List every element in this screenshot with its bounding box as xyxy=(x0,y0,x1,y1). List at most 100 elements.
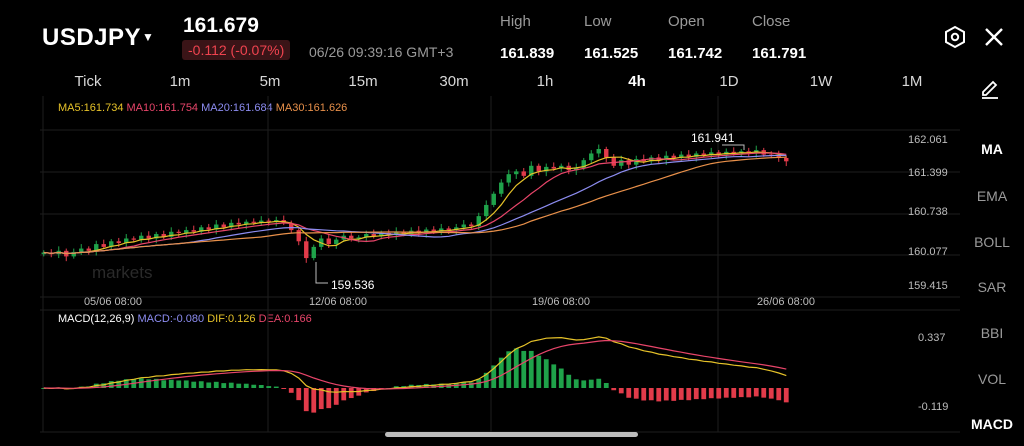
legend-ma30: MA30:161.626 xyxy=(275,102,348,114)
candle-body xyxy=(311,246,316,259)
macd-axis-label: -0.119 xyxy=(918,401,948,413)
open-label: Open xyxy=(668,13,705,30)
macd-histogram-bar xyxy=(191,381,197,388)
macd-histogram-bar xyxy=(303,388,309,412)
tab-15m[interactable]: 15m xyxy=(348,73,378,90)
tab-1mo[interactable]: 1M xyxy=(901,73,923,90)
macd-histogram-bar xyxy=(551,364,557,388)
close-icon[interactable] xyxy=(981,24,1007,50)
candle-body xyxy=(619,160,624,166)
high-annotation: 161.941 xyxy=(691,131,735,145)
price-change: -0.112 (-0.07%) xyxy=(182,40,291,60)
candle-body xyxy=(544,166,549,172)
symbol-dropdown-icon[interactable]: ▼ xyxy=(142,30,154,44)
macd-histogram-bar xyxy=(326,388,332,409)
macd-histogram-bar xyxy=(146,379,152,388)
tab-30m[interactable]: 30m xyxy=(439,73,469,90)
tab-1w[interactable]: 1W xyxy=(809,73,833,90)
tab-1h[interactable]: 1h xyxy=(536,73,554,90)
macd-histogram-bar xyxy=(641,388,647,401)
macd-histogram-bar xyxy=(236,383,242,388)
ma5-line xyxy=(43,151,787,255)
macd-histogram-bar xyxy=(41,388,47,389)
macd-histogram-bar xyxy=(273,386,279,388)
indicator-boll[interactable]: BOLL xyxy=(974,234,1010,250)
macd-histogram-bar xyxy=(183,380,189,388)
candle-body xyxy=(469,224,474,227)
candle-body xyxy=(776,155,781,158)
indicator-macd[interactable]: MACD xyxy=(971,416,1013,432)
tab-1m[interactable]: 1m xyxy=(169,73,191,90)
candle-body xyxy=(551,166,556,169)
macd-histogram-bar xyxy=(513,348,519,388)
indicator-ema[interactable]: EMA xyxy=(976,188,1008,204)
macd-histogram-bar xyxy=(483,372,489,388)
low-label: Low xyxy=(584,13,612,30)
candle-body xyxy=(229,222,234,228)
candle-body xyxy=(431,229,436,232)
macd-histogram-bar xyxy=(431,384,437,388)
macd-histogram-bar xyxy=(686,388,692,401)
legend-macd: MACD:-0.080 xyxy=(137,313,205,325)
candle-body xyxy=(379,232,384,237)
macd-histogram-bar xyxy=(341,388,347,401)
tab-1d[interactable]: 1D xyxy=(719,73,739,90)
tab-4h[interactable]: 4h xyxy=(628,73,646,90)
macd-histogram-bar xyxy=(558,368,564,388)
quote-time: 06/26 09:39:16 GMT+3 xyxy=(309,44,454,60)
candle-body xyxy=(686,154,691,157)
candle-body xyxy=(731,151,736,154)
macd-histogram-bar xyxy=(566,374,572,388)
tab-5m[interactable]: 5m xyxy=(259,73,281,90)
indicator-ma[interactable]: MA xyxy=(981,141,1003,157)
macd-histogram-bar xyxy=(776,388,782,401)
watermark-logo: markets xyxy=(92,263,152,282)
macd-histogram-bar xyxy=(153,378,159,388)
tab-tick[interactable]: Tick xyxy=(74,73,102,90)
macd-histogram-bar xyxy=(311,388,317,413)
close-value: 161.791 xyxy=(752,45,807,62)
macd-histogram-bar xyxy=(108,381,114,388)
candle-body xyxy=(296,230,301,242)
settings-icon[interactable] xyxy=(942,24,968,50)
low-annotation: 159.536 xyxy=(331,278,375,292)
candle-body xyxy=(266,220,271,222)
price-axis-label: 160.077 xyxy=(908,246,948,258)
candle-body xyxy=(71,251,76,257)
candle-body xyxy=(476,216,481,227)
candle-body xyxy=(746,151,751,153)
macd-histogram-bar xyxy=(101,383,107,388)
candle-body xyxy=(146,235,151,239)
macd-histogram-bar xyxy=(333,388,339,405)
candle-body xyxy=(484,204,489,217)
candle-body xyxy=(716,152,721,155)
macd-histogram-bar xyxy=(123,379,129,388)
indicator-vol[interactable]: VOL xyxy=(977,371,1006,387)
price-axis-label: 160.738 xyxy=(908,206,948,218)
home-indicator[interactable] xyxy=(385,432,638,437)
macd-histogram-bar xyxy=(768,388,774,399)
candle-body xyxy=(139,235,144,240)
candle-body xyxy=(454,227,459,231)
indicator-bbi[interactable]: BBI xyxy=(980,325,1004,341)
macd-histogram-bar xyxy=(521,350,527,388)
candle-body xyxy=(589,153,594,161)
macd-legend: MACD(12,26,9) MACD:-0.080 DIF:0.126 DEA:… xyxy=(58,313,312,325)
date-axis-label: 26/06 08:00 xyxy=(757,296,815,308)
draw-pencil-icon[interactable] xyxy=(979,78,1001,100)
macd-histogram-bar xyxy=(176,380,182,388)
candle-body xyxy=(169,231,174,237)
symbol-selector[interactable]: USDJPY xyxy=(42,24,142,51)
candle-body xyxy=(259,220,264,223)
macd-histogram-bar xyxy=(618,388,624,394)
candle-body xyxy=(176,231,181,233)
ma30-line xyxy=(43,156,787,255)
macd-histogram-bar xyxy=(656,388,662,402)
macd-histogram-bar xyxy=(603,382,609,388)
current-price: 161.679 xyxy=(183,14,259,37)
macd-histogram-bar xyxy=(671,388,677,401)
macd-histogram-bar xyxy=(251,384,257,388)
indicator-sar[interactable]: SAR xyxy=(977,279,1007,295)
candle-body xyxy=(289,222,294,231)
